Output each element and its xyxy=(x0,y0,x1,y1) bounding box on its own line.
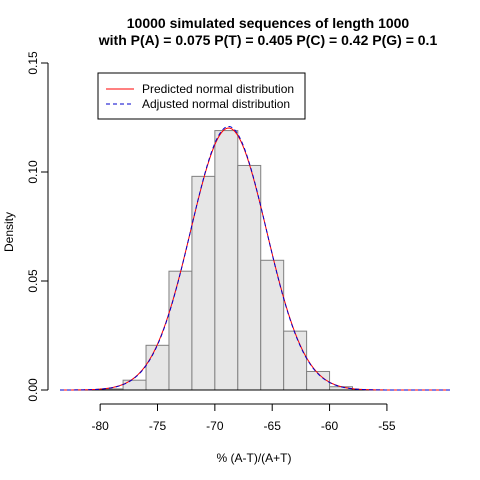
density-curve-adjusted xyxy=(59,125,450,391)
legend: Predicted normal distribution Adjusted n… xyxy=(97,72,306,120)
histogram-bar-1 xyxy=(122,379,147,391)
y-tick-label: 0.15 xyxy=(26,51,40,75)
legend-box xyxy=(97,72,306,120)
x-axis: -80 -75 -70 -65 -60 -55 xyxy=(91,403,396,433)
x-tick-label: -80 xyxy=(91,419,109,433)
histogram-bar-3 xyxy=(168,270,193,391)
y-tick-label: 0.00 xyxy=(26,378,40,402)
chart-title-line-2: with P(A) = 0.075 P(T) = 0.405 P(C) = 0.… xyxy=(98,32,438,48)
histogram-bar-4 xyxy=(191,175,216,391)
x-tick-label: -60 xyxy=(321,419,339,433)
density-curves xyxy=(59,125,450,391)
x-tick-label: -65 xyxy=(264,419,282,433)
legend-label-predicted: Predicted normal distribution xyxy=(142,82,294,96)
legend-label-adjusted: Adjusted normal distribution xyxy=(142,97,290,111)
histogram-bar-2 xyxy=(145,344,170,391)
y-axis: 0.00 0.05 0.10 0.15 xyxy=(26,51,49,402)
x-tick-label: -70 xyxy=(206,419,224,433)
y-tick-label: 0.10 xyxy=(26,160,40,184)
histogram-bar-7 xyxy=(260,259,285,391)
histogram-bar-5 xyxy=(214,130,239,391)
x-tick-label: -55 xyxy=(378,419,396,433)
y-tick-label: 0.05 xyxy=(26,269,40,293)
histogram-bar-6 xyxy=(237,164,262,391)
x-axis-label: % (A-T)/(A+T) xyxy=(217,451,292,465)
y-axis-label: Density xyxy=(2,212,16,252)
chart-title-line-1: 10000 simulated sequences of length 1000 xyxy=(127,15,410,31)
histogram-bars xyxy=(60,130,450,391)
x-tick-label: -75 xyxy=(149,419,167,433)
histogram-bar-8 xyxy=(283,330,308,391)
